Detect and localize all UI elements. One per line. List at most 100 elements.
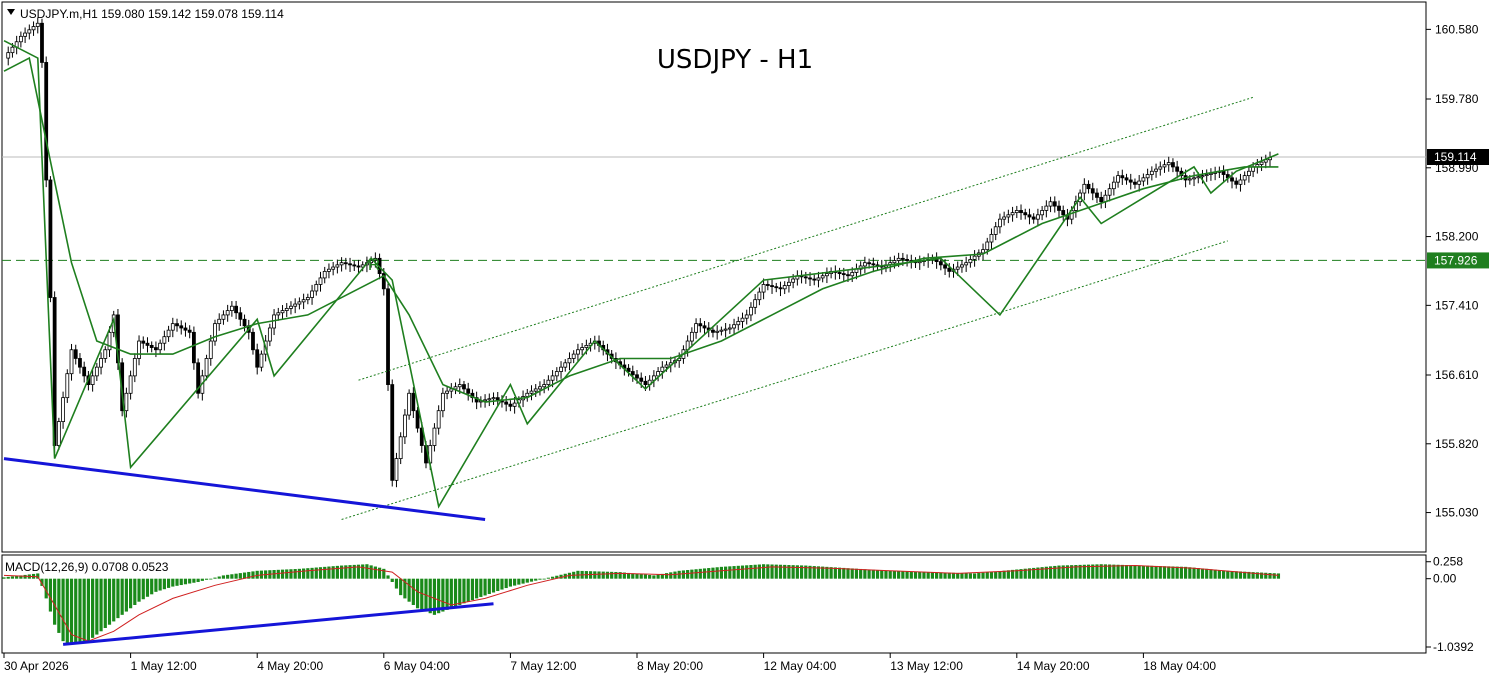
- current-price-tag: [1427, 148, 1489, 165]
- macd-histogram-bar: [892, 570, 897, 579]
- macd-histogram-bar: [1070, 565, 1074, 579]
- main-plot-area[interactable]: [1, 1, 1427, 553]
- bull-candle-body: [276, 312, 281, 316]
- macd-histogram-bar: [863, 569, 867, 579]
- macd-histogram-bar: [943, 572, 947, 579]
- time-tick-label: 4 May 20:00: [257, 659, 323, 673]
- macd-histogram-bar: [901, 571, 905, 579]
- candle: [1095, 188, 1099, 204]
- bull-candle-body: [727, 327, 732, 330]
- macd-histogram-bar: [1065, 565, 1070, 579]
- macd-histogram-bar: [1196, 568, 1200, 579]
- macd-histogram-bar: [1006, 570, 1010, 579]
- bear-candle-body: [846, 274, 850, 277]
- bear-candle-body: [504, 401, 509, 405]
- macd-histogram-bar: [960, 573, 964, 579]
- bull-candle-body: [1010, 212, 1015, 216]
- macd-histogram-bar: [905, 571, 909, 579]
- bull-candle-body: [305, 297, 310, 301]
- bull-candle-body: [782, 285, 787, 290]
- bull-candle-body: [331, 266, 336, 270]
- macd-histogram-bar: [753, 564, 757, 579]
- candle: [327, 263, 331, 279]
- candle: [744, 309, 749, 325]
- bull-candle-body: [162, 336, 167, 344]
- candle: [1192, 171, 1196, 187]
- resistance-price-tag: [1427, 252, 1489, 269]
- price-tick-label: 158.200: [1435, 230, 1479, 244]
- bull-candle-body: [791, 278, 796, 283]
- bear-candle-body: [1171, 162, 1175, 168]
- candle: [335, 259, 340, 274]
- macd-histogram-bar: [183, 578, 188, 585]
- macd-histogram-bar: [1023, 568, 1027, 579]
- channel-upper-line: [358, 96, 1254, 381]
- macd-histogram-bar: [348, 565, 352, 579]
- macd-histogram-bar: [124, 578, 128, 612]
- macd-histogram-bar: [770, 564, 774, 579]
- candle: [825, 267, 829, 284]
- macd-histogram-bar: [766, 564, 770, 579]
- time-tick-label: 18 May 04:00: [1143, 659, 1216, 673]
- macd-histogram-bar: [255, 570, 259, 579]
- candle: [1171, 158, 1175, 173]
- candle: [740, 312, 745, 329]
- macd-histogram-bar: [825, 566, 829, 579]
- bull-candle-body: [339, 262, 344, 266]
- macd-histogram-bar: [529, 578, 534, 582]
- candle: [238, 307, 243, 327]
- bear-candle-body: [381, 273, 386, 290]
- bull-candle-body: [61, 397, 65, 422]
- candle: [183, 322, 188, 337]
- bear-candle-body: [175, 323, 179, 327]
- macd-histogram-bar: [1095, 564, 1099, 579]
- bear-candle-body: [466, 388, 471, 394]
- time-tick-label: 30 Apr 2026: [4, 659, 69, 673]
- macd-histogram-bar: [179, 578, 183, 586]
- bear-candle-body: [1019, 210, 1023, 214]
- price-tick-label: 157.410: [1435, 298, 1479, 312]
- candle: [774, 282, 779, 293]
- macd-histogram-bar: [871, 569, 875, 579]
- candle: [1040, 206, 1045, 221]
- macd-histogram-bar: [36, 573, 40, 579]
- macd-histogram-bar: [804, 565, 808, 579]
- candle: [23, 27, 28, 44]
- macd-histogram-bar: [470, 578, 475, 601]
- triangle-down-icon[interactable]: [7, 9, 15, 15]
- macd-histogram-bar: [631, 573, 635, 579]
- macd-histogram-bar: [757, 564, 761, 579]
- time-tick-label: 1 May 12:00: [131, 659, 197, 673]
- candle: [803, 271, 808, 284]
- macd-histogram-bar: [656, 574, 660, 579]
- macd-histogram-bar: [1276, 573, 1281, 579]
- price-tick-label: 155.820: [1435, 437, 1479, 451]
- candle: [242, 314, 247, 332]
- bear-candle-body: [386, 288, 390, 385]
- macd-histogram-bar: [605, 571, 610, 579]
- bull-candle-body: [744, 314, 749, 319]
- macd-histogram-bar: [382, 568, 386, 579]
- candle: [90, 370, 95, 392]
- bull-candle-body: [27, 29, 32, 34]
- macd-histogram-bar: [82, 578, 86, 642]
- candle: [1154, 163, 1158, 178]
- macd-histogram-bar: [1243, 571, 1247, 579]
- support-trend-line: [3, 457, 486, 521]
- macd-histogram-bar: [188, 578, 192, 584]
- macd-histogram-bar: [1099, 564, 1103, 579]
- bull-candle-body: [1111, 181, 1116, 190]
- bull-candle-body: [483, 399, 487, 402]
- bear-candle-body: [639, 377, 644, 382]
- bull-candle-body: [719, 329, 724, 332]
- bear-candle-body: [808, 277, 812, 280]
- macd-histogram-bar: [242, 572, 247, 579]
- candle: [533, 384, 538, 397]
- candle: [453, 382, 458, 395]
- bear-candle-body: [698, 323, 703, 327]
- candle: [1090, 182, 1095, 201]
- bear-candle-body: [234, 305, 239, 314]
- macd-histogram-bar: [1264, 572, 1268, 579]
- macd-histogram-bar: [120, 578, 124, 615]
- macd-histogram-bar: [1150, 565, 1154, 579]
